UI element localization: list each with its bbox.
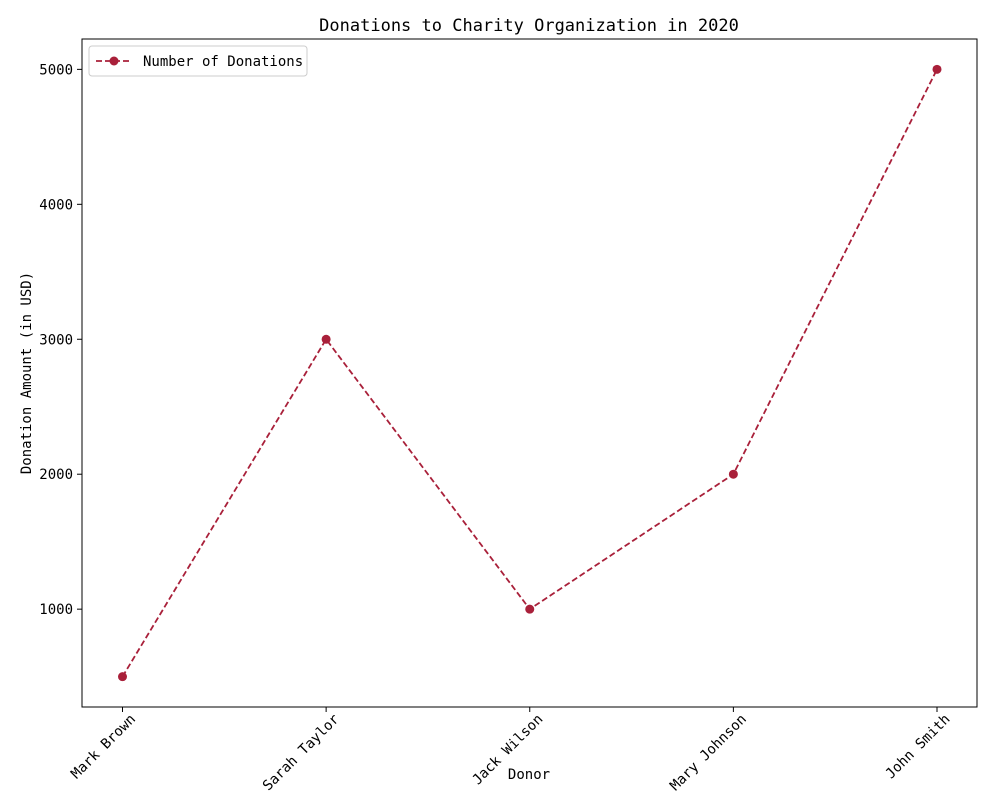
y-axis-label: Donation Amount (in USD) [19, 272, 35, 474]
legend: Number of Donations [88, 45, 308, 77]
legend-box [88, 45, 308, 77]
y-axis: 1000 2000 3000 4000 5000 [39, 62, 82, 618]
data-point-john-smith [932, 64, 942, 74]
legend-marker [109, 56, 119, 66]
x-axis-label: Donor [508, 767, 550, 783]
plot-area [118, 64, 942, 682]
data-point-mark-brown [118, 672, 127, 682]
data-point-jack-wilson [525, 604, 535, 614]
legend-entry-number-of-donations: Number of Donations [143, 54, 303, 70]
y-tick-label-4000: 4000 [39, 197, 73, 213]
data-point-mary-johnson [728, 469, 738, 479]
data-point-sarah-taylor [321, 334, 331, 344]
y-tick-label-5000: 5000 [39, 62, 73, 78]
chart-title: Donations to Charity Organization in 202… [319, 16, 739, 36]
y-tick-label-2000: 2000 [39, 467, 73, 483]
y-tick-label-3000: 3000 [39, 332, 73, 348]
y-tick-label-1000: 1000 [39, 602, 73, 618]
